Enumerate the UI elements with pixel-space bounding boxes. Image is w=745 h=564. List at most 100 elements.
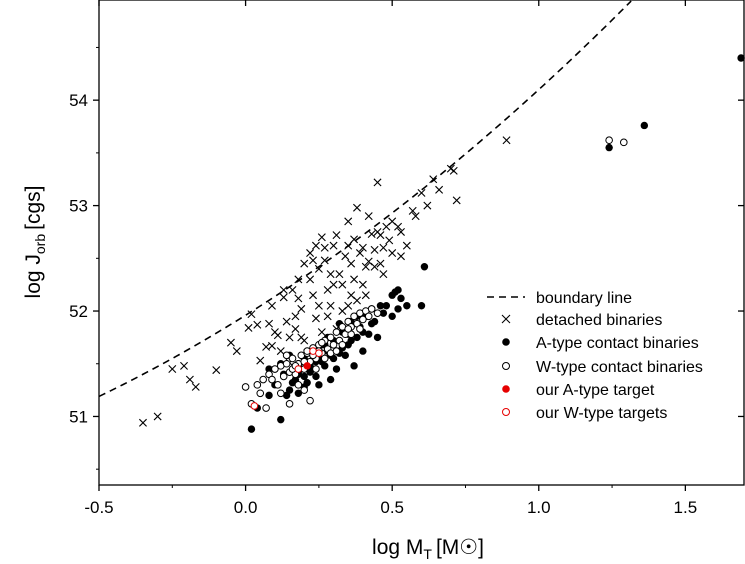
open-point — [256, 389, 265, 398]
filled-point — [315, 381, 323, 389]
detached-point — [429, 175, 438, 184]
legend-label-a-type: A-type contact binaries — [536, 335, 699, 352]
open-point — [318, 338, 326, 347]
filled-point — [373, 333, 382, 342]
filled-point — [277, 415, 285, 424]
series-1 — [247, 54, 745, 433]
filled-point — [265, 391, 273, 400]
y-axis-title-unit: [cgs] — [22, 186, 45, 230]
detached-point — [168, 365, 177, 374]
filled-point — [397, 294, 405, 303]
open-point — [288, 354, 297, 363]
filled-point — [265, 365, 273, 373]
detached-point — [279, 285, 288, 294]
open-point — [315, 349, 323, 358]
x-tick-label: 1.0 — [527, 498, 551, 517]
detached-point — [370, 262, 379, 271]
plot-frame — [98, 0, 745, 486]
detached-point — [226, 338, 235, 347]
filled-point — [379, 309, 388, 317]
y-tick-label: 51 — [69, 407, 88, 426]
detached-point — [338, 280, 347, 289]
filled-point — [300, 372, 308, 381]
open-point — [259, 375, 267, 384]
detached-point — [361, 262, 370, 271]
legend-marker-detached — [501, 314, 511, 324]
filled-point — [247, 425, 256, 433]
filled-point — [288, 379, 297, 387]
series-2 — [241, 136, 628, 412]
detached-point — [353, 203, 361, 212]
detached-point — [449, 166, 458, 175]
detached-point — [411, 212, 420, 221]
open-point — [241, 383, 250, 391]
detached-point — [288, 285, 297, 294]
legend-label-detached: detached binaries — [536, 312, 662, 329]
detached-point — [317, 328, 326, 337]
open-point — [279, 372, 288, 381]
filled-point — [347, 336, 355, 345]
detached-point — [291, 324, 300, 333]
open-point — [294, 365, 303, 373]
detached-point — [276, 347, 285, 356]
legend-marker-our-a-type — [502, 385, 510, 393]
detached-point — [306, 249, 315, 258]
x-axis-title-unit: [M☉] — [436, 536, 484, 559]
filled-point — [394, 305, 402, 313]
detached-point — [396, 227, 405, 236]
legend-label-our-w-type: our W-type targets — [536, 405, 667, 422]
legend-label-w-type: W-type contact binaries — [536, 359, 703, 376]
open-point — [373, 309, 382, 317]
filled-point — [367, 319, 376, 328]
filled-point — [605, 143, 613, 152]
series-4 — [250, 347, 323, 410]
legend-marker-our-w-type — [502, 408, 510, 416]
detached-point — [323, 312, 332, 321]
x-axis-title-sub: T — [423, 546, 432, 562]
detached-point — [347, 259, 356, 268]
detached-point — [452, 196, 461, 205]
detached-point — [379, 243, 388, 252]
open-point — [300, 386, 309, 394]
detached-point — [311, 241, 320, 250]
detached-point — [267, 341, 276, 350]
filled-point — [359, 347, 367, 355]
filled-point — [332, 365, 341, 373]
detached-point — [311, 314, 320, 323]
detached-point — [361, 291, 370, 300]
detached-point — [294, 294, 303, 303]
detached-point — [138, 418, 147, 427]
filled-point — [350, 362, 358, 370]
legend-label-our-a-type: our A-type target — [536, 382, 655, 399]
detached-point — [355, 249, 364, 258]
filled-point — [365, 330, 373, 338]
detached-point — [282, 317, 291, 326]
open-point — [271, 365, 279, 373]
filled-point — [282, 391, 291, 400]
detached-point — [180, 361, 189, 370]
detached-point — [350, 235, 359, 244]
x-tick-label: -0.5 — [84, 498, 113, 517]
open-point — [274, 381, 282, 389]
legend-label-boundary-line: boundary line — [536, 290, 632, 307]
detached-point — [291, 312, 300, 321]
open-point — [312, 365, 320, 373]
legend-marker-w-type — [502, 362, 510, 370]
open-point — [253, 381, 262, 389]
detached-point — [265, 319, 274, 328]
open-point — [285, 400, 294, 408]
detached-point — [253, 320, 262, 329]
data-points — [138, 54, 745, 433]
filled-point — [353, 333, 361, 342]
detached-point — [300, 336, 309, 345]
detached-point — [373, 178, 382, 187]
filled-point — [394, 286, 402, 294]
series-0 — [138, 136, 511, 427]
detached-point — [191, 382, 200, 391]
open-point — [326, 333, 335, 342]
open-point — [320, 354, 329, 363]
detached-point — [256, 356, 265, 365]
y-tick-label: 52 — [69, 302, 88, 321]
detached-point — [335, 270, 344, 279]
